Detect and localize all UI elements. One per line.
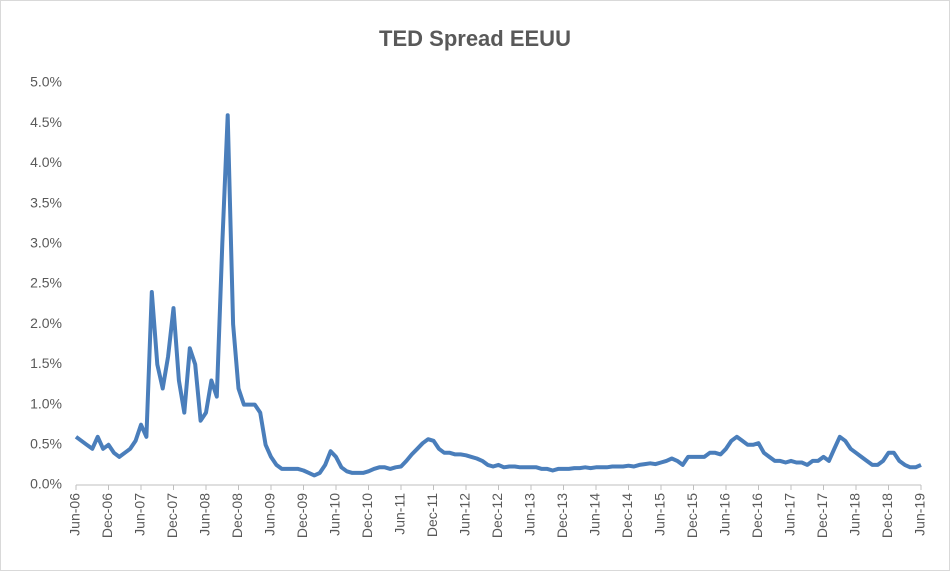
y-tick-label: 4.0% xyxy=(30,154,62,170)
x-tick-label: Dec-10 xyxy=(359,493,375,538)
x-tick-label: Dec-14 xyxy=(619,493,635,538)
x-tick-label: Dec-09 xyxy=(294,493,310,538)
x-tick-label: Jun-13 xyxy=(522,493,538,536)
x-tick-label: Jun-09 xyxy=(262,493,278,536)
x-tick-label: Jun-18 xyxy=(847,493,863,536)
x-tick-label: Dec-11 xyxy=(424,493,440,537)
x-tick-label: Dec-06 xyxy=(99,493,115,538)
y-tick-label: 1.0% xyxy=(30,395,62,411)
x-tick-label: Dec-18 xyxy=(879,493,895,538)
x-tick-label: Jun-07 xyxy=(132,493,148,536)
y-tick-label: 2.5% xyxy=(30,275,62,291)
x-tick-label: Dec-13 xyxy=(554,493,570,538)
x-tick-label: Dec-07 xyxy=(164,493,180,538)
y-tick-label: 3.0% xyxy=(30,235,62,251)
x-tick-label: Jun-06 xyxy=(67,493,83,536)
x-tick-label: Jun-19 xyxy=(912,493,928,536)
x-tick-label: Dec-16 xyxy=(749,493,765,538)
y-tick-label: 2.0% xyxy=(30,315,62,331)
x-tick-label: Dec-15 xyxy=(684,493,700,538)
x-tick-label: Dec-17 xyxy=(814,493,830,538)
x-tick-label: Jun-12 xyxy=(457,493,473,536)
x-tick-label: Jun-17 xyxy=(782,493,798,536)
x-tick-label: Jun-15 xyxy=(652,493,668,536)
y-tick-label: 4.5% xyxy=(30,114,62,130)
x-tick-label: Jun-14 xyxy=(587,493,603,536)
y-tick-label: 3.5% xyxy=(30,194,62,210)
chart-title: TED Spread EEUU xyxy=(379,26,571,51)
y-tick-label: 5.0% xyxy=(30,74,62,90)
data-line xyxy=(74,113,922,478)
y-tick-label: 1.5% xyxy=(30,355,62,371)
y-tick-label: 0.0% xyxy=(30,476,62,492)
x-tick-label: Jun-08 xyxy=(197,493,213,536)
x-tick-label: Jun-10 xyxy=(327,493,343,536)
x-tick-label: Jun-16 xyxy=(717,493,733,536)
x-tick-label: Dec-12 xyxy=(489,493,505,538)
x-tick-label: Jun-11 xyxy=(392,493,408,535)
x-tick-label: Dec-08 xyxy=(229,493,245,538)
y-tick-label: 0.5% xyxy=(30,436,62,452)
